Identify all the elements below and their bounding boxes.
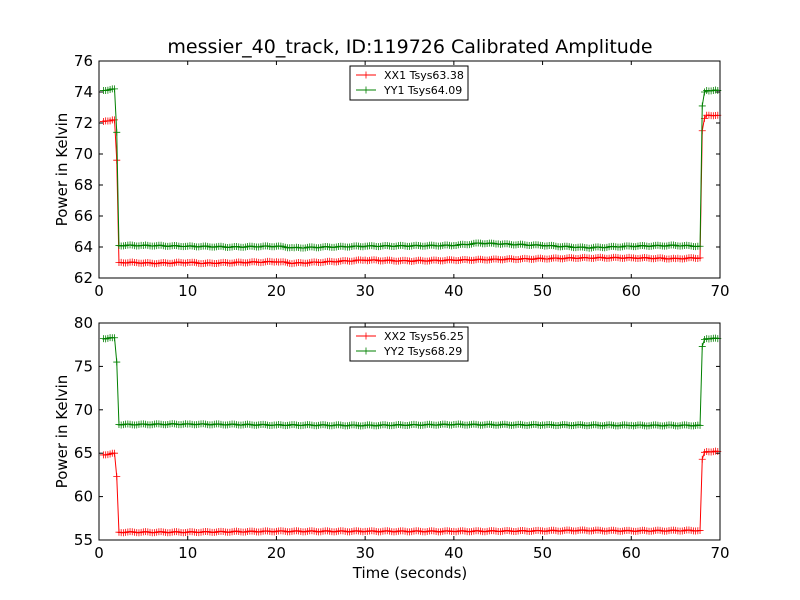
data-point [111, 449, 119, 457]
data-point [698, 455, 706, 463]
data-point [113, 358, 121, 366]
x-tick-label: 30 [356, 282, 375, 300]
legend-label: YY2 Tsys68.29 [383, 345, 462, 358]
y-tick-label: 55 [74, 531, 93, 549]
x-tick-label: 20 [267, 544, 286, 562]
x-tick-label: 10 [178, 544, 197, 562]
legend-marker [362, 86, 370, 94]
data-point [113, 473, 121, 481]
x-tick-label: 50 [533, 544, 552, 562]
series-2-1 [99, 447, 722, 537]
legend-label: XX2 Tsys56.25 [384, 330, 464, 343]
data-point [111, 85, 119, 93]
data-point [111, 334, 119, 342]
legend-item: YY1 Tsys64.09 [356, 84, 462, 97]
legend-marker [362, 71, 370, 79]
legend-item: YY2 Tsys68.29 [356, 345, 462, 358]
data-point [696, 526, 704, 534]
data-point [111, 116, 119, 124]
y-tick-label: 80 [74, 314, 93, 332]
data-point [698, 342, 706, 350]
x-tick-label: 30 [356, 544, 375, 562]
y-axis-label: Power in Kelvin [53, 113, 71, 227]
x-tick-label: 60 [622, 544, 641, 562]
chart-title: messier_40_track, ID:119726 Calibrated A… [167, 36, 652, 58]
y-tick-label: 68 [74, 176, 93, 194]
y-axis-label: Power in Kelvin [53, 375, 71, 489]
legend-box [349, 326, 469, 362]
x-tick-label: 0 [94, 544, 104, 562]
top-panel: 0 10 20 30 40 50 60 70 62 64 66 68 70 72 74 76 Power in … [53, 52, 730, 300]
legend-label: XX1 Tsys63.38 [384, 69, 464, 82]
y-tick-label: 72 [74, 114, 93, 132]
axes-frame [98, 60, 721, 279]
legend: XX2 Tsys56.25 YY2 Tsys68.29 [349, 326, 469, 362]
y-tick-label: 70 [74, 145, 93, 163]
data-point [696, 421, 704, 429]
legend-label: YY1 Tsys64.09 [383, 84, 462, 97]
y-tick-label: 66 [74, 207, 93, 225]
series-1-1 [99, 111, 722, 268]
legend-item: XX1 Tsys63.38 [356, 69, 464, 82]
data-point [698, 102, 706, 110]
legend-marker [362, 347, 370, 355]
data-point [696, 242, 704, 250]
y-tick-label: 65 [74, 444, 93, 462]
series-2-2 [99, 334, 722, 430]
y-tick-label: 75 [74, 357, 93, 375]
y-tick-label: 62 [74, 269, 93, 287]
x-tick-label: 60 [622, 282, 641, 300]
y-tick-label: 60 [74, 488, 93, 506]
legend-item: XX2 Tsys56.25 [356, 330, 464, 343]
axes-frame [98, 322, 721, 541]
legend-marker [362, 332, 370, 340]
bottom-panel: 0 10 20 30 40 50 60 70 55 60 65 70 75 80 Power in Kelv… [53, 314, 730, 562]
legend-box [349, 65, 469, 101]
x-tick-label: 70 [710, 282, 729, 300]
y-tick-label: 74 [74, 83, 93, 101]
series-1-2 [99, 85, 722, 252]
x-tick-label: 10 [178, 282, 197, 300]
x-axis-label: Time (seconds) [352, 564, 468, 582]
data-point [113, 128, 121, 136]
x-tick-label: 50 [533, 282, 552, 300]
y-tick-label: 64 [74, 238, 93, 256]
y-tick-label: 70 [74, 401, 93, 419]
y-tick-label: 76 [74, 52, 93, 70]
x-tick-label: 0 [94, 282, 104, 300]
x-tick-label: 40 [444, 282, 463, 300]
legend: XX1 Tsys63.38 YY1 Tsys64.09 [349, 65, 469, 101]
x-tick-label: 70 [710, 544, 729, 562]
x-tick-label: 40 [444, 544, 463, 562]
data-point [696, 254, 704, 262]
x-tick-label: 20 [267, 282, 286, 300]
